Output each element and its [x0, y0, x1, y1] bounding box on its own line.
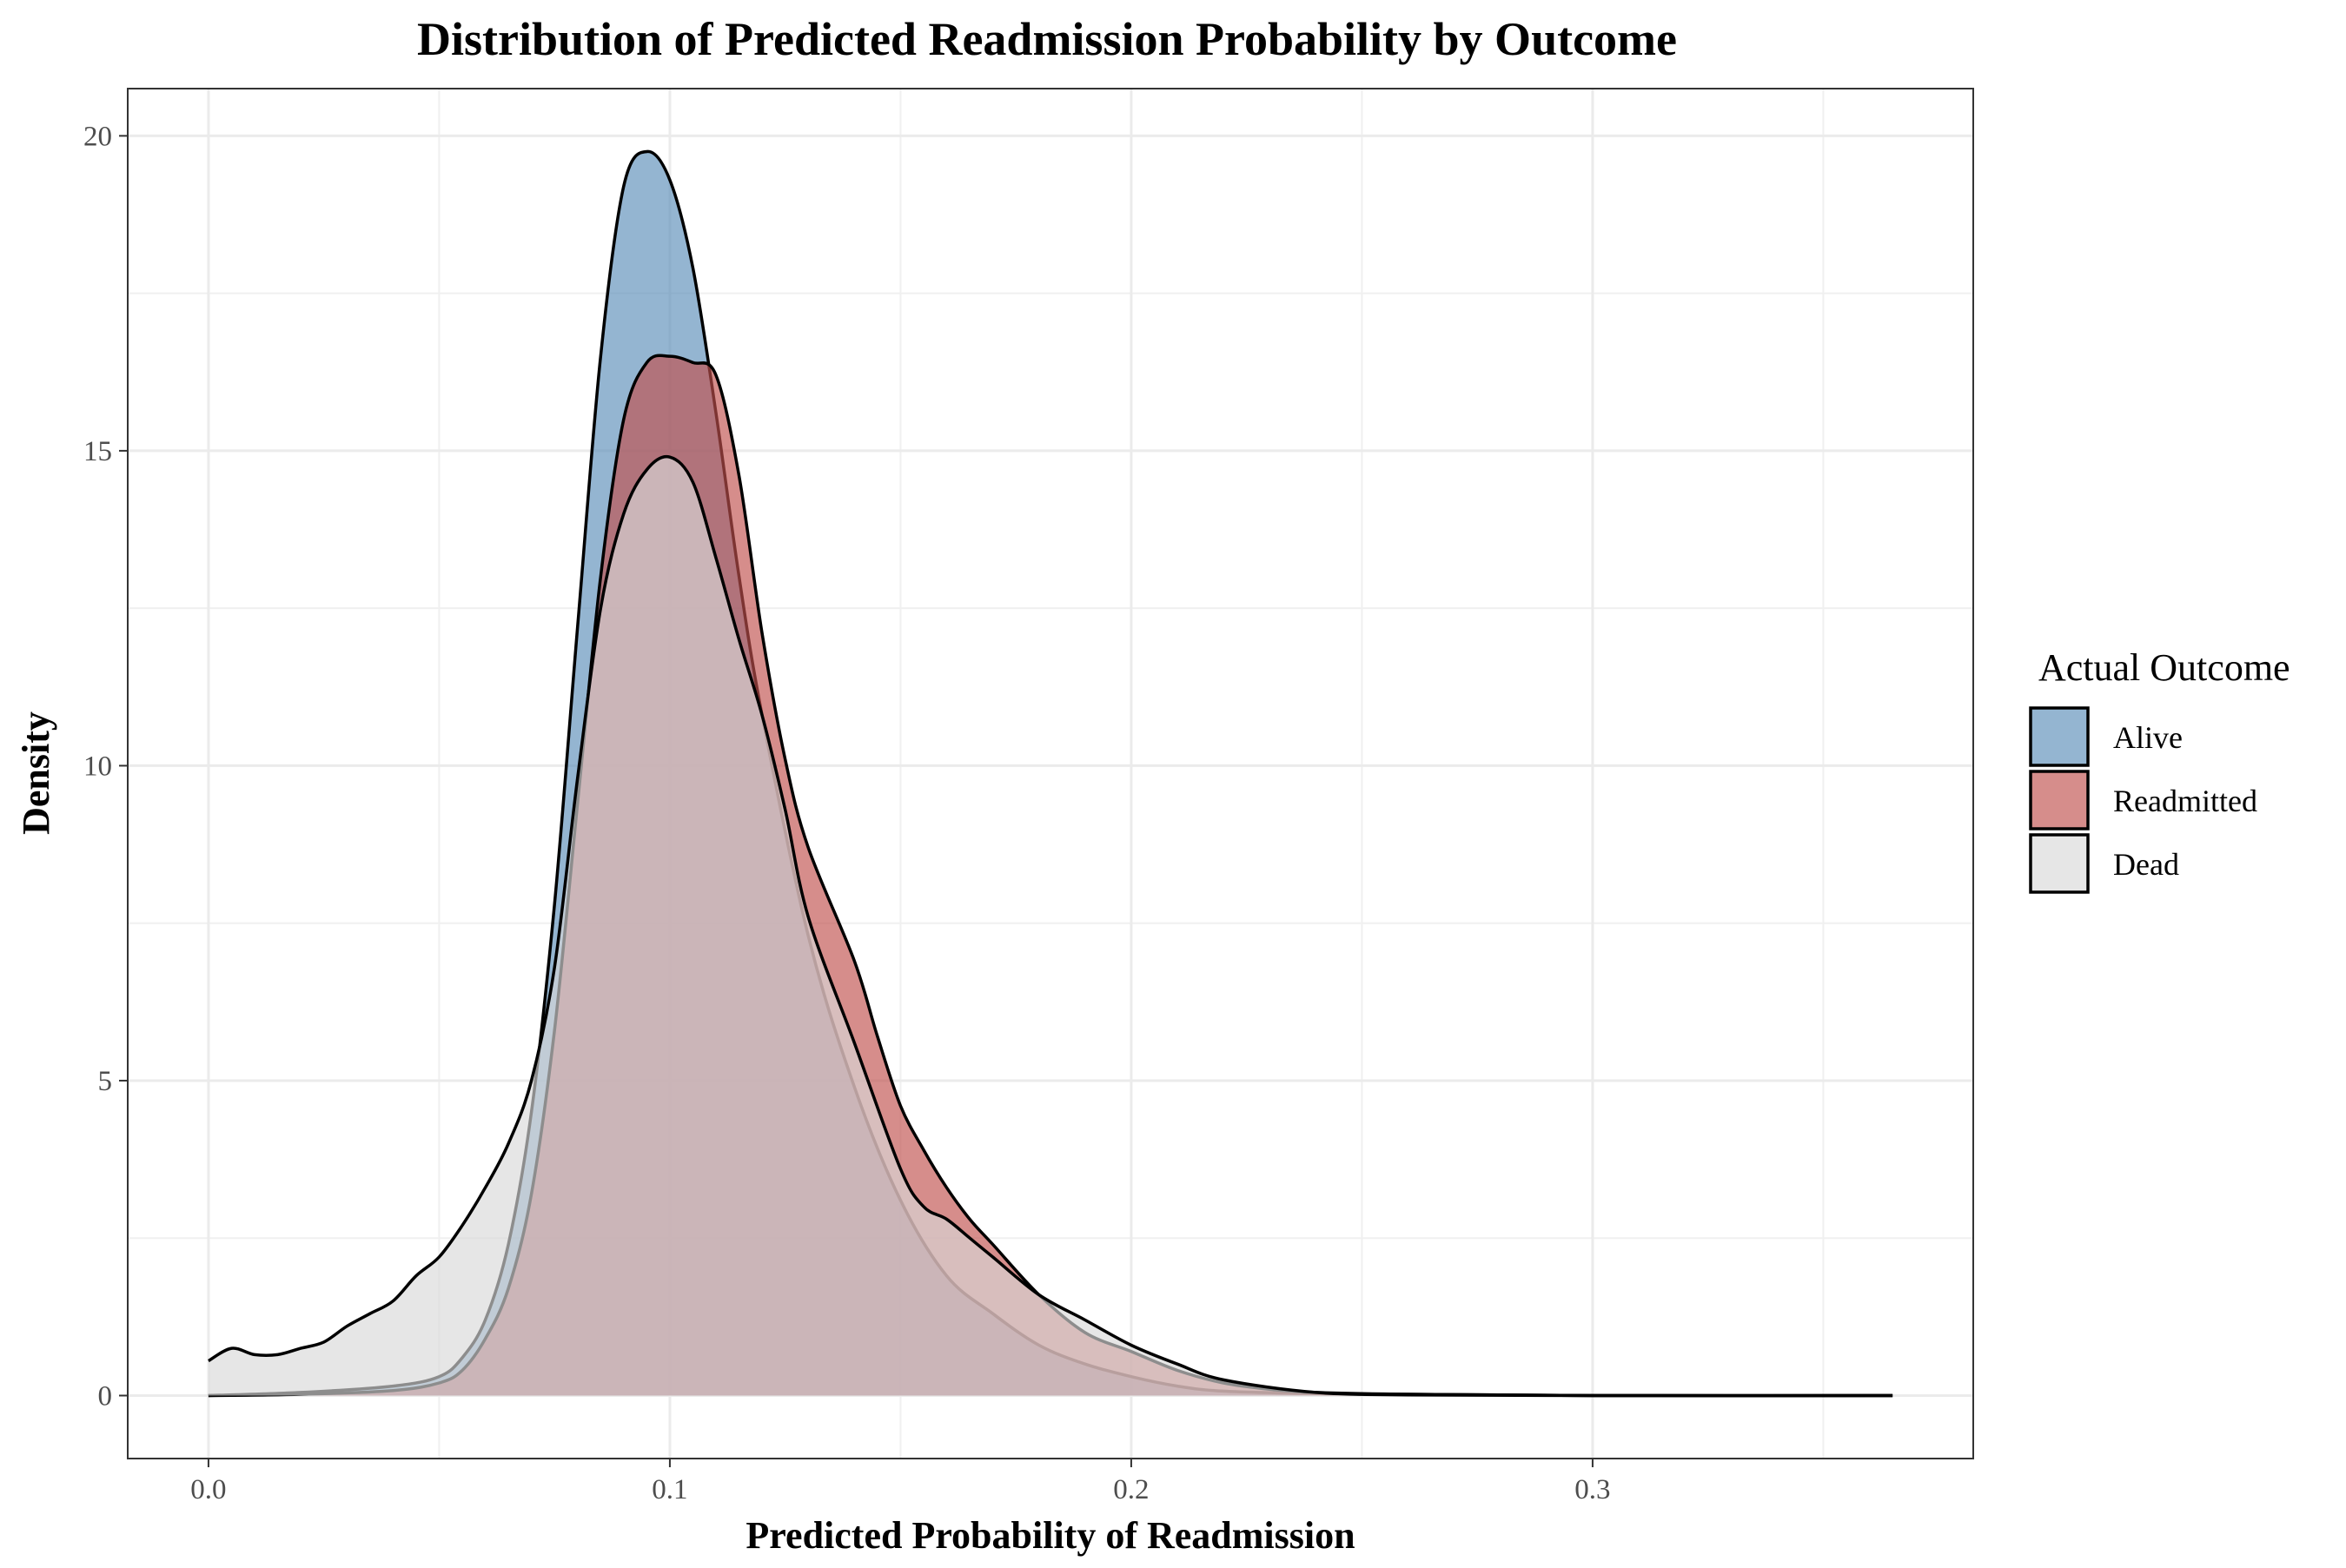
- minor-grid: [128, 89, 1973, 1459]
- chart-title: Distribution of Predicted Readmission Pr…: [417, 13, 1677, 65]
- x-axis-title: Predicted Probability of Readmission: [746, 1514, 1355, 1557]
- legend-label-readmitted: Readmitted: [2113, 784, 2257, 818]
- legend: Actual Outcome Alive Readmitted Dead: [2029, 646, 2290, 894]
- density-area-dead: [208, 456, 1893, 1396]
- x-tick-label: 0.0: [190, 1474, 226, 1505]
- legend-key-dead: [2029, 833, 2090, 894]
- axis-ticks: 0.0 0.1 0.2 0.3 0 5 10 15 20: [83, 121, 1611, 1505]
- x-tick-label: 0.1: [652, 1474, 687, 1505]
- y-axis-title: Density: [15, 711, 57, 835]
- y-tick-label: 15: [83, 436, 112, 467]
- y-tick-label: 20: [83, 121, 112, 152]
- legend-key-readmitted: [2029, 770, 2090, 830]
- plot-panel-border: [127, 88, 1974, 1459]
- legend-label-dead: Dead: [2113, 847, 2179, 882]
- x-tick-label: 0.2: [1113, 1474, 1149, 1505]
- x-tick-label: 0.3: [1574, 1474, 1610, 1505]
- plot-panel: [128, 89, 1973, 1459]
- legend-label-alive: Alive: [2113, 720, 2183, 755]
- density-areas: [208, 149, 1893, 1398]
- density-line-dead: [208, 454, 1893, 1398]
- legend-title: Actual Outcome: [2038, 646, 2290, 689]
- y-tick-label: 0: [98, 1380, 113, 1412]
- y-tick-label: 5: [98, 1066, 113, 1097]
- legend-key-alive: [2029, 706, 2090, 767]
- y-tick-label: 10: [83, 751, 112, 782]
